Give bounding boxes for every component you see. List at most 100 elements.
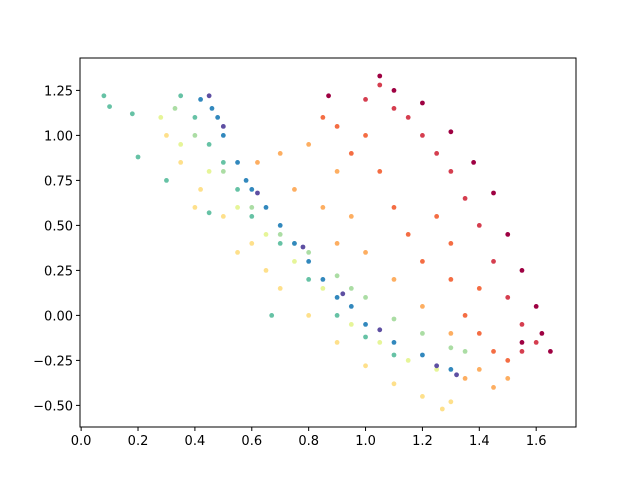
point	[377, 340, 383, 345]
point	[178, 142, 184, 147]
point	[548, 349, 553, 354]
point	[306, 277, 312, 282]
point	[334, 241, 340, 246]
point	[391, 106, 397, 111]
point	[448, 367, 454, 372]
point	[198, 97, 203, 102]
point	[101, 93, 107, 99]
point	[320, 115, 326, 120]
point	[306, 142, 312, 147]
point	[391, 316, 397, 322]
point	[448, 241, 454, 246]
x-tick-label: 1.0	[355, 434, 376, 449]
point	[439, 406, 445, 412]
x-tick-label: 1.4	[469, 434, 490, 449]
point	[462, 313, 468, 318]
point	[448, 277, 454, 282]
point	[505, 295, 511, 300]
y-tick-label: 0.25	[44, 264, 73, 279]
point	[348, 322, 354, 327]
point	[220, 214, 226, 219]
point	[363, 250, 368, 255]
point	[476, 223, 482, 228]
point	[320, 277, 326, 282]
point	[420, 394, 425, 399]
point	[206, 210, 212, 216]
x-tick-label: 0.4	[185, 434, 206, 449]
point	[505, 358, 511, 363]
point	[198, 187, 203, 192]
point	[434, 214, 440, 219]
point	[306, 259, 312, 264]
point	[505, 376, 511, 381]
point	[107, 104, 112, 109]
y-tick-label: −0.25	[33, 354, 73, 369]
point	[334, 169, 340, 174]
point	[172, 106, 178, 111]
point	[519, 349, 525, 354]
point	[277, 241, 283, 246]
point	[363, 363, 368, 369]
x-tick-label: 0.0	[71, 434, 92, 449]
point	[292, 241, 297, 246]
point	[348, 304, 354, 309]
point	[300, 244, 306, 250]
point	[340, 291, 346, 297]
point	[476, 286, 482, 291]
point	[178, 93, 184, 99]
plot-frame	[79, 57, 577, 428]
point	[519, 268, 525, 273]
point	[448, 399, 454, 405]
point	[462, 349, 468, 354]
point	[377, 327, 383, 333]
point	[462, 196, 468, 201]
point	[255, 160, 260, 165]
point	[363, 133, 368, 138]
point	[192, 205, 198, 210]
point	[377, 73, 383, 79]
point	[448, 345, 454, 351]
point	[391, 340, 397, 345]
point	[448, 331, 454, 336]
y-tick-label: −0.50	[33, 399, 73, 414]
point	[434, 363, 440, 369]
point	[235, 205, 240, 210]
point	[420, 331, 425, 336]
point	[334, 295, 340, 300]
point	[420, 352, 425, 358]
point	[405, 115, 411, 120]
point	[164, 133, 169, 138]
point	[519, 322, 525, 327]
point	[420, 259, 425, 264]
point	[220, 133, 226, 138]
point	[348, 286, 354, 291]
point	[249, 205, 255, 210]
point	[255, 190, 260, 196]
point	[454, 372, 459, 378]
point	[243, 178, 249, 183]
point	[491, 349, 496, 354]
point	[192, 133, 198, 138]
point	[434, 367, 440, 372]
point	[129, 111, 135, 117]
point	[306, 250, 312, 255]
point	[363, 334, 368, 340]
point	[277, 232, 283, 237]
point	[158, 115, 164, 120]
point	[292, 259, 297, 264]
point	[277, 151, 283, 156]
point	[391, 205, 397, 210]
point	[249, 187, 255, 192]
point	[249, 241, 255, 246]
points	[101, 73, 553, 412]
point	[420, 100, 425, 106]
point	[209, 106, 215, 111]
point	[334, 273, 340, 279]
point	[533, 304, 539, 309]
point	[363, 322, 368, 327]
point	[263, 232, 269, 237]
point	[320, 286, 326, 291]
point	[206, 93, 212, 99]
point	[391, 88, 397, 93]
